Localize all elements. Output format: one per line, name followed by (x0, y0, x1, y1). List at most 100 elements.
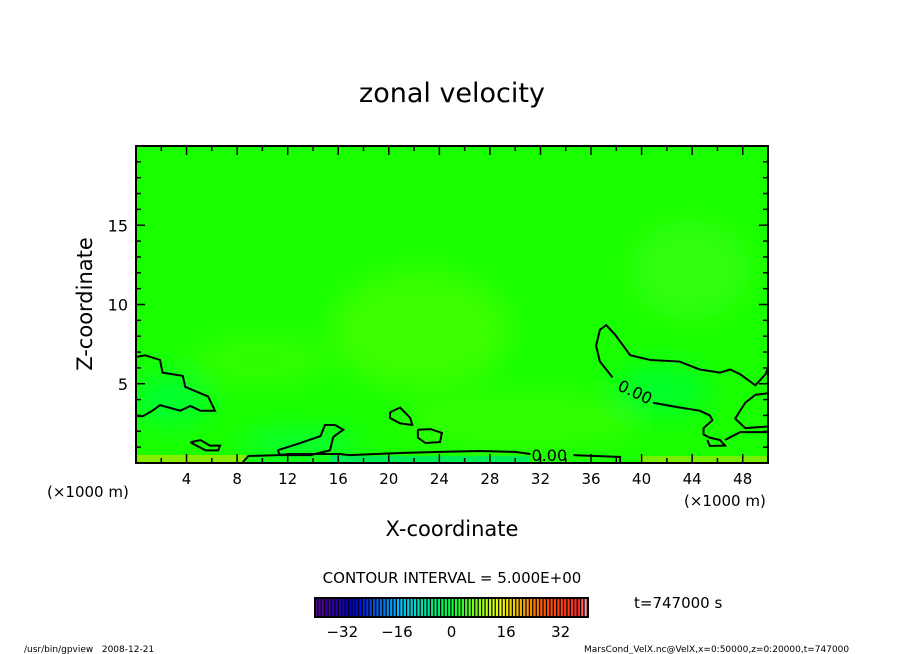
colorbar-swatch (523, 599, 526, 616)
contour-interval-text: CONTOUR INTERVAL = 5.000E+00 (323, 569, 582, 587)
colorbar-swatch (362, 599, 365, 616)
colorbar-swatch (434, 599, 437, 616)
colorbar-swatch (444, 599, 447, 616)
contour-line (595, 323, 768, 387)
colorbar-swatch (526, 599, 529, 616)
colorbar-swatch (318, 599, 321, 616)
colorbar-swatch (400, 599, 403, 616)
colorbar-swatch (403, 599, 406, 616)
colorbar-swatch (396, 599, 400, 616)
contour-line (416, 428, 444, 445)
colorbar-tick-label: 32 (551, 623, 570, 641)
colorbar-swatch (458, 599, 461, 616)
colorbar-swatch (485, 599, 488, 616)
colorbar-swatch (509, 599, 512, 616)
colorbar-swatch (512, 599, 516, 616)
colorbar-swatch (533, 599, 536, 616)
chart-title: zonal velocity (359, 78, 545, 109)
colorbar-tick-label: −32 (326, 623, 358, 641)
x-tick-label: 36 (581, 470, 600, 488)
colorbar-swatch (393, 599, 396, 616)
colorbar-swatch (407, 599, 410, 616)
contour-line (652, 401, 728, 448)
colorbar-swatch (359, 599, 362, 616)
footer-left: /usr/bin/gpview 2008-12-21 (24, 645, 154, 654)
colorbar-swatch (519, 599, 522, 616)
contour-line (137, 354, 217, 418)
x-tick-label: 28 (480, 470, 499, 488)
x-tick-label: 32 (531, 470, 550, 488)
colorbar-swatch (489, 599, 492, 616)
colorbar-swatch (506, 599, 509, 616)
colorbar-swatch (550, 599, 553, 616)
colorbar-swatch (581, 599, 584, 616)
colorbar-swatch (557, 599, 560, 616)
colorbar-tick-label: 0 (447, 623, 457, 641)
contour-line (724, 431, 768, 441)
x-tick-label: 24 (430, 470, 449, 488)
colorbar-swatch (437, 599, 441, 616)
colorbar-swatch (560, 599, 563, 616)
x-tick-label: 8 (232, 470, 242, 488)
colorbar-swatch (335, 599, 338, 616)
colorbar-swatch (379, 599, 383, 616)
colorbar-swatch (342, 599, 345, 616)
colorbar-swatch (492, 599, 495, 616)
colorbar-swatch (328, 599, 331, 616)
colorbar-swatch (516, 599, 519, 616)
colorbar-swatch (553, 599, 557, 616)
contour-lines (137, 323, 768, 463)
colorbar-swatch (366, 599, 369, 616)
x-tick-label: 40 (632, 470, 651, 488)
contour-line (242, 449, 531, 463)
colorbar-frame (314, 597, 589, 618)
colorbar-swatch (369, 599, 372, 616)
colorbar-swatch (390, 599, 393, 616)
contour-line (189, 438, 222, 452)
colorbar-swatch (475, 599, 478, 616)
colorbar-swatch (499, 599, 502, 616)
colorbar-swatch (574, 599, 577, 616)
colorbar-swatch (577, 599, 580, 616)
colorbar-swatch (332, 599, 335, 616)
colorbar-swatch (536, 599, 540, 616)
contour-line (276, 423, 346, 457)
contour-line (573, 454, 622, 463)
colorbar-swatch (448, 599, 451, 616)
colorbar-swatch (376, 599, 379, 616)
y-axis-label: Z-coordinate (73, 237, 97, 371)
colorbar-swatch (584, 599, 587, 616)
colorbar-swatch (417, 599, 420, 616)
y-tick-label: 15 (108, 216, 128, 235)
colorbar-swatch (461, 599, 464, 616)
colorbar-swatch (431, 599, 434, 616)
x-tick-label: 48 (733, 470, 752, 488)
colorbar-swatch (502, 599, 505, 616)
colorbar-swatch (383, 599, 386, 616)
colorbar-swatch (338, 599, 342, 616)
colorbar-swatch (564, 599, 567, 616)
colorbar-swatch (349, 599, 352, 616)
x-tick-label: 4 (182, 470, 192, 488)
colorbar-swatch (495, 599, 499, 616)
contour-line (733, 392, 768, 430)
axis-ticks (136, 146, 768, 463)
colorbar-swatch (373, 599, 376, 616)
colorbar-swatch (465, 599, 468, 616)
x-unit-label-right: (×1000 m) (684, 492, 766, 510)
colorbar-swatch (482, 599, 485, 616)
contour-line (389, 406, 414, 427)
colorbar-swatch (570, 599, 574, 616)
colorbar-swatch (352, 599, 355, 616)
x-tick-label: 20 (379, 470, 398, 488)
colorbar-swatch (471, 599, 475, 616)
colorbar (315, 598, 588, 617)
x-tick-label: 44 (683, 470, 702, 488)
colorbar-swatch (427, 599, 430, 616)
colorbar-swatch (468, 599, 471, 616)
colorbar-swatch (540, 599, 543, 616)
colorbar-swatch (567, 599, 570, 616)
colorbar-swatch (345, 599, 348, 616)
colorbar-swatch (325, 599, 328, 616)
